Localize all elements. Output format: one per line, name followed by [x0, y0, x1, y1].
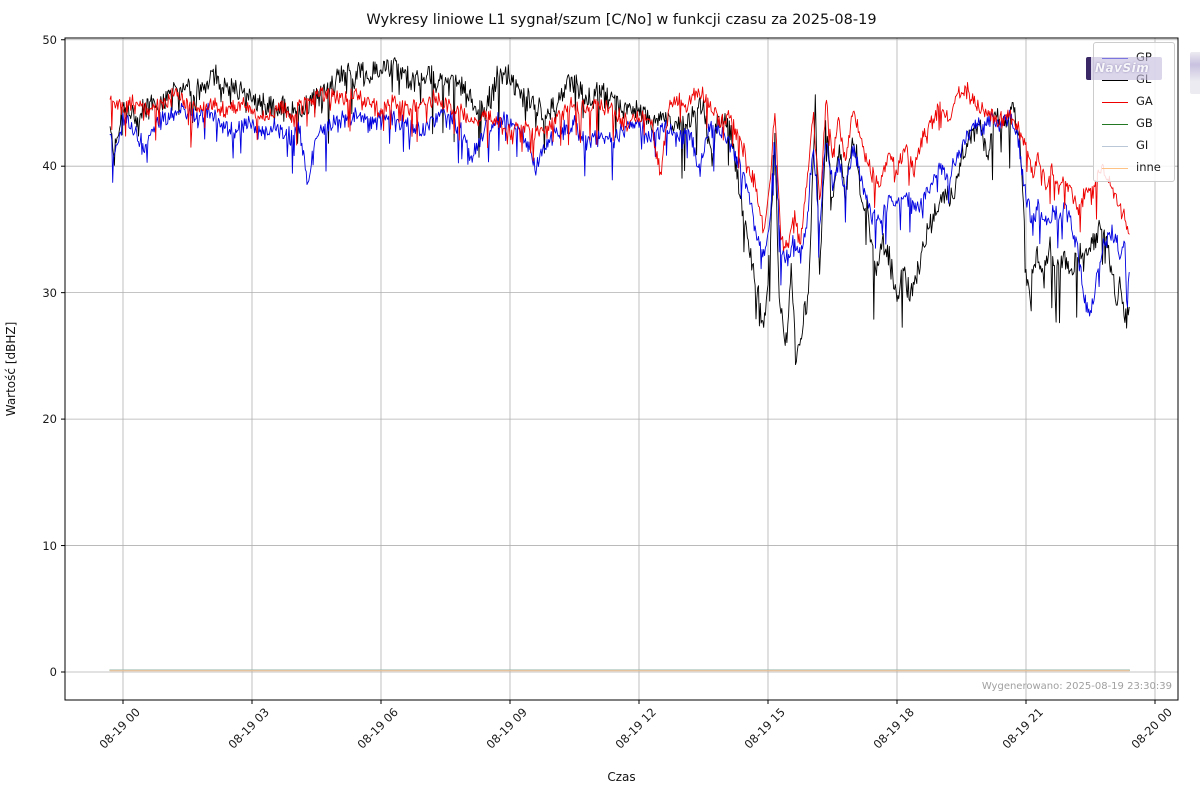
x-axis-label: Czas: [607, 770, 636, 784]
watermark-edge-partial: [1190, 52, 1200, 94]
legend-label-GB: GB: [1136, 116, 1153, 131]
legend-line-swatch-GB: [1102, 123, 1128, 125]
series-line-GA: [109, 81, 1130, 252]
legend-item-GA: GA: [1102, 91, 1174, 113]
legend-item-GB: GB: [1102, 113, 1174, 135]
legend-label-GI: GI: [1136, 138, 1149, 153]
legend-line-swatch-GA: [1102, 101, 1128, 103]
legend-label-inne: inne: [1136, 160, 1161, 175]
legend-item-GI: GI: [1102, 135, 1174, 157]
y-tick-label-40: 40: [42, 159, 57, 174]
series-line-GL: [109, 57, 1130, 366]
y-tick-label-30: 30: [42, 285, 57, 300]
legend-line-swatch-GL: [1102, 79, 1128, 81]
y-axis-label: Wartość [dBHZ]: [4, 321, 18, 417]
legend-line-swatch-inne: [1102, 167, 1128, 169]
legend-item-inne: inne: [1102, 157, 1174, 179]
y-tick-label-0: 0: [49, 665, 57, 679]
generated-timestamp: Wygenerowano: 2025-08-19 23:30:39: [981, 681, 1172, 692]
series-line-GP: [109, 102, 1130, 317]
y-tick-label-10: 10: [42, 538, 57, 553]
legend-label-GA: GA: [1136, 94, 1153, 109]
legend-line-swatch-GI: [1102, 145, 1128, 147]
watermark-navsim: NavSim: [1086, 57, 1162, 80]
y-tick-label-50: 50: [42, 32, 57, 47]
chart-title: Wykresy liniowe L1 sygnał/szum [C/No] w …: [366, 12, 877, 28]
y-tick-label-20: 20: [42, 412, 57, 427]
